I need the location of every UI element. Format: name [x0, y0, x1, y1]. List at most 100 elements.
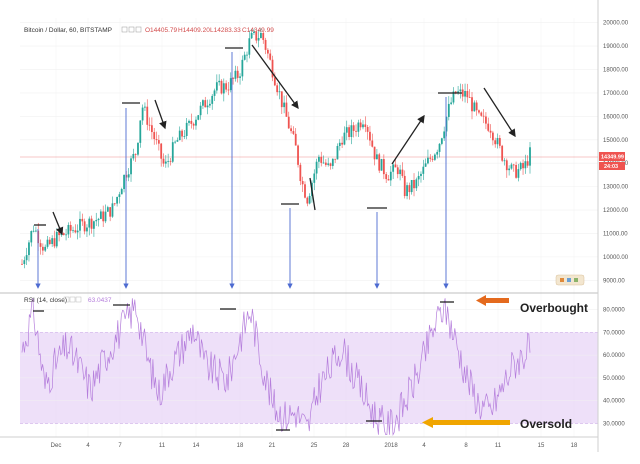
price-tick-label: 15000.00 [603, 138, 629, 144]
candle-body [343, 132, 346, 145]
price-tick-label: 9000.00 [603, 278, 625, 284]
candle-body [211, 95, 214, 104]
candle-body [269, 53, 272, 60]
candle-body [48, 239, 51, 244]
time-tick-label: 28 [343, 443, 350, 449]
candle-body [433, 154, 436, 160]
candle-body [318, 156, 320, 162]
legend-buttons[interactable] [121, 26, 142, 33]
candle-body [417, 175, 420, 180]
candle-body [88, 218, 91, 228]
candle-body [116, 197, 119, 204]
candle-body [338, 142, 341, 146]
candle-body [62, 233, 65, 236]
price-tick-label: 18000.00 [603, 68, 629, 74]
hide-icon[interactable] [63, 296, 70, 303]
candle-body [406, 185, 408, 197]
overbought-label: Overbought [520, 301, 588, 315]
time-tick-label: 14 [193, 443, 200, 449]
candle-body [315, 161, 318, 174]
candle-body [86, 227, 88, 232]
candle-body [208, 103, 211, 106]
candle-body [232, 78, 234, 79]
settings-icon[interactable] [69, 296, 76, 303]
candle-body [197, 115, 200, 120]
candle-body [297, 145, 299, 165]
rsi-line [21, 298, 531, 436]
candle-body [188, 120, 190, 123]
candle-body [236, 70, 239, 78]
candle-body [403, 175, 406, 197]
candle-body [227, 89, 230, 91]
candle-body [278, 91, 281, 93]
candle-body [134, 153, 137, 155]
candle-body [144, 106, 146, 108]
oversold-annotation: Oversold [422, 417, 572, 431]
candle-body [21, 263, 23, 265]
candle-body [178, 130, 181, 141]
candle-body [515, 165, 517, 178]
time-axis-ticks: Dec 4 7 11 14 18 21 25 28 2018 4 8 11 15 18 [51, 443, 578, 449]
overbought-arrow-head [476, 295, 486, 306]
candle-body [225, 83, 228, 90]
candle-body [55, 232, 58, 247]
candle-body [475, 102, 478, 111]
close-icon[interactable] [75, 296, 82, 303]
price-level-markers [34, 47, 462, 226]
candle-body [264, 39, 267, 50]
candle-body [153, 132, 156, 140]
candle-body [510, 164, 513, 169]
candle-body [431, 158, 434, 160]
candle-body [306, 197, 309, 204]
rsi-tick-label: 60.0000 [603, 353, 625, 359]
candle-body [401, 169, 404, 176]
more-icon[interactable] [135, 26, 142, 33]
rsi-tick-label: 80.0000 [603, 308, 625, 314]
candle-body [150, 125, 153, 133]
candle-body [369, 131, 371, 141]
candle-body [429, 157, 432, 159]
hide-icon[interactable] [121, 26, 128, 33]
candle-body [322, 162, 325, 164]
candle-body [424, 163, 427, 167]
ohlc-close: C14349.99 [242, 27, 274, 34]
candle-body [373, 146, 376, 160]
price-tick-label: 11000.00 [603, 231, 628, 237]
candle-body [111, 203, 114, 217]
flag-icon [555, 274, 585, 286]
rsi-legend-buttons[interactable] [63, 296, 82, 303]
candle-body [450, 102, 453, 104]
candle-body [132, 153, 135, 159]
candle-body [299, 164, 302, 182]
candle-body [505, 160, 508, 171]
candle-body [106, 207, 109, 212]
price-pane [20, 18, 598, 292]
candle-body [123, 174, 125, 190]
candle-body [257, 38, 260, 41]
candle-body [285, 102, 288, 117]
candle-body [218, 80, 221, 83]
price-tick-label: 12000.00 [603, 208, 629, 214]
candle-body [176, 140, 179, 142]
time-tick-label: 25 [311, 443, 318, 449]
time-tick-label: 11 [159, 443, 166, 449]
settings-icon[interactable] [128, 26, 135, 33]
candle-body [262, 32, 265, 40]
badge-bg [599, 162, 625, 170]
candle-body [413, 179, 415, 189]
time-tick-label: 15 [538, 443, 545, 449]
candle-body [260, 32, 262, 39]
ohlc-high: H14409.20 [178, 27, 210, 34]
candle-body [348, 127, 350, 137]
candle-body [529, 147, 531, 166]
candle-body [41, 246, 44, 251]
candle-body [58, 232, 61, 236]
candle-body [468, 97, 471, 98]
rsi-grid [20, 309, 598, 424]
candle-body [396, 167, 399, 175]
candle-body [313, 173, 316, 183]
candle-body [220, 80, 223, 94]
price-tick-label: 13000.00 [603, 185, 629, 191]
candle-body [67, 224, 70, 235]
